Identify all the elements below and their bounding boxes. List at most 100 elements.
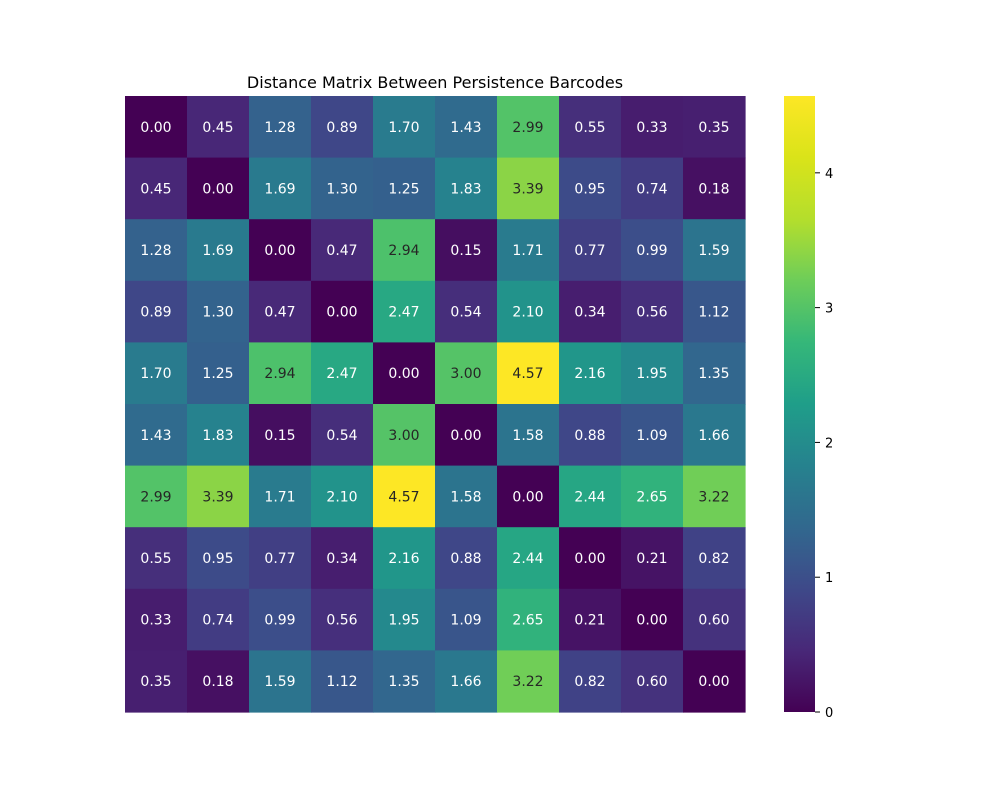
cell-label-7-6: 2.44 [512, 551, 543, 567]
cell-label-6-7: 2.44 [574, 489, 605, 505]
cell-label-7-5: 0.88 [450, 551, 481, 567]
cell-label-6-6: 0.00 [512, 489, 543, 505]
cell-label-7-1: 0.95 [202, 551, 233, 567]
heatmap-cell-7-9 [683, 527, 746, 590]
cell-label-1-3: 1.30 [326, 181, 357, 197]
cell-label-3-4: 2.47 [388, 305, 419, 321]
cell-label-5-4: 3.00 [388, 428, 419, 444]
heatmap-cell-2-5 [435, 219, 498, 282]
cell-label-8-5: 1.09 [450, 613, 481, 629]
heatmap-cell-9-7 [559, 650, 622, 713]
heatmap-cell-0-7 [559, 96, 622, 159]
cell-label-0-6: 2.99 [512, 120, 543, 136]
heatmap-cell-7-5 [435, 527, 498, 590]
cell-label-8-6: 2.65 [512, 613, 543, 629]
heatmap-cell-9-9 [683, 650, 746, 713]
cell-label-5-0: 1.43 [140, 428, 171, 444]
heatmap-cell-9-6 [497, 650, 560, 713]
cell-label-6-3: 2.10 [326, 489, 357, 505]
cell-label-0-8: 0.33 [636, 120, 667, 136]
heatmap-cell-2-3 [311, 219, 374, 282]
heatmap-cell-3-1 [187, 280, 250, 343]
colorbar-tick-label-1: 1 [825, 571, 833, 586]
heatmap-cell-4-0 [125, 342, 188, 405]
cell-label-5-6: 1.58 [512, 428, 543, 444]
cell-label-5-3: 0.54 [326, 428, 357, 444]
cell-label-7-9: 0.82 [698, 551, 729, 567]
heatmap-cell-7-0 [125, 527, 188, 590]
heatmap-cell-1-9 [683, 157, 746, 220]
heatmap-cell-8-0 [125, 588, 188, 651]
cell-label-2-0: 1.28 [140, 243, 171, 259]
heatmap-cell-1-4 [373, 157, 436, 220]
cell-label-7-0: 0.55 [140, 551, 171, 567]
colorbar-tick-label-2: 2 [825, 436, 833, 451]
heatmap-cell-3-2 [249, 280, 312, 343]
cell-label-3-9: 1.12 [698, 305, 729, 321]
heatmap-cell-7-2 [249, 527, 312, 590]
heatmap-cell-8-3 [311, 588, 374, 651]
heatmap-cell-3-5 [435, 280, 498, 343]
cell-label-0-4: 1.70 [388, 120, 419, 136]
cell-label-9-2: 1.59 [264, 674, 295, 690]
heatmap-cell-5-9 [683, 404, 746, 467]
heatmap-cell-9-0 [125, 650, 188, 713]
cell-label-8-4: 1.95 [388, 613, 419, 629]
heatmap-cell-9-1 [187, 650, 250, 713]
heatmap-cell-6-8 [621, 465, 684, 528]
cell-label-7-7: 0.00 [574, 551, 605, 567]
heatmap-cell-1-1 [187, 157, 250, 220]
heatmap-cell-8-9 [683, 588, 746, 651]
cell-label-5-1: 1.83 [202, 428, 233, 444]
heatmap-cell-4-8 [621, 342, 684, 405]
heatmap-cell-2-7 [559, 219, 622, 282]
heatmap-cell-6-1 [187, 465, 250, 528]
cell-label-4-4: 0.00 [388, 366, 419, 382]
heatmap-cell-2-8 [621, 219, 684, 282]
cell-label-9-7: 0.82 [574, 674, 605, 690]
heatmap-cell-9-8 [621, 650, 684, 713]
heatmap-cell-1-7 [559, 157, 622, 220]
heatmap-cell-5-7 [559, 404, 622, 467]
heatmap-cell-7-8 [621, 527, 684, 590]
cell-label-9-6: 3.22 [512, 674, 543, 690]
heatmap-cell-7-1 [187, 527, 250, 590]
heatmap-cell-8-5 [435, 588, 498, 651]
cell-label-0-5: 1.43 [450, 120, 481, 136]
cell-label-1-4: 1.25 [388, 181, 419, 197]
cell-label-5-7: 0.88 [574, 428, 605, 444]
heatmap-cell-8-8 [621, 588, 684, 651]
heatmap-cell-3-9 [683, 280, 746, 343]
cell-label-8-2: 0.99 [264, 613, 295, 629]
heatmap-cell-6-0 [125, 465, 188, 528]
heatmap-cell-4-2 [249, 342, 312, 405]
heatmap-cells: 0.00 0.45 1.28 0.89 1.70 1.43 2.99 0.55 0.33 0.35… [125, 96, 746, 713]
colorbar-tick-label-3: 3 [825, 302, 833, 317]
cell-label-5-2: 0.15 [264, 428, 295, 444]
cell-label-3-8: 0.56 [636, 305, 667, 321]
heatmap-cell-1-3 [311, 157, 374, 220]
cell-label-4-5: 3.00 [450, 366, 481, 382]
cell-label-6-9: 3.22 [698, 489, 729, 505]
heatmap-cell-3-3 [311, 280, 374, 343]
cell-label-0-0: 0.00 [140, 120, 171, 136]
heatmap-cell-3-7 [559, 280, 622, 343]
colorbar-gradient [784, 96, 815, 712]
heatmap-cell-5-3 [311, 404, 374, 467]
cell-label-1-9: 0.18 [698, 181, 729, 197]
cell-label-3-2: 0.47 [264, 305, 295, 321]
cell-label-7-4: 2.16 [388, 551, 419, 567]
cell-label-3-1: 1.30 [202, 305, 233, 321]
heatmap-cell-7-7 [559, 527, 622, 590]
cell-label-9-9: 0.00 [698, 674, 729, 690]
heatmap-cell-6-7 [559, 465, 622, 528]
cell-label-2-8: 0.99 [636, 243, 667, 259]
cell-label-6-4: 4.57 [388, 489, 419, 505]
heatmap-cell-1-6 [497, 157, 560, 220]
heatmap-cell-1-5 [435, 157, 498, 220]
cell-label-3-3: 0.00 [326, 305, 357, 321]
cell-label-5-9: 1.66 [698, 428, 729, 444]
heatmap-cell-0-4 [373, 96, 436, 159]
heatmap-cell-9-3 [311, 650, 374, 713]
